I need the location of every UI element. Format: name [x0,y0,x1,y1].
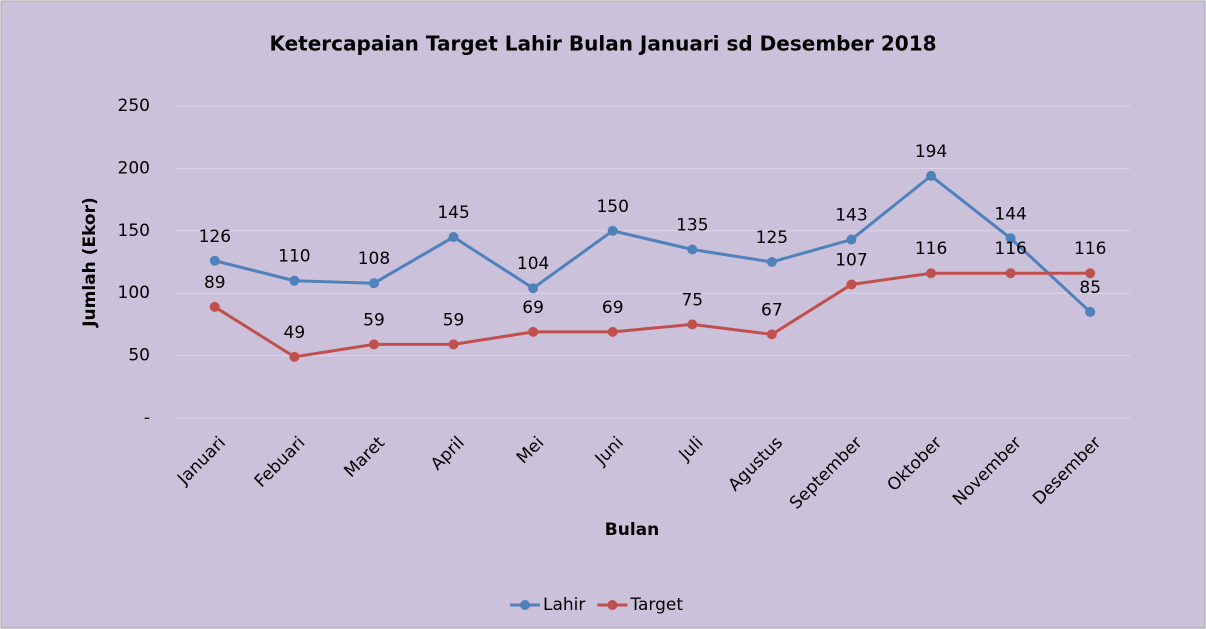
y-tick-label: 250 [118,96,150,116]
data-label: 116 [915,239,947,259]
x-axis-label: Bulan [605,520,659,540]
data-label: 110 [278,247,310,267]
data-label: 108 [358,249,390,269]
data-label: 126 [199,227,231,247]
data-point [448,339,459,350]
y-tick-label: - [144,408,150,428]
y-tick-label: 200 [118,158,150,178]
y-tick-label: 150 [118,221,150,241]
data-point [448,232,459,243]
data-label: 125 [756,228,788,248]
data-point [766,257,777,267]
data-point [368,278,379,289]
series-line [213,271,1091,359]
data-point [687,244,698,255]
data-point [1085,306,1096,317]
chart-title: Ketercapaian Target Lahir Bulan Januari … [269,32,936,56]
data-point [289,275,300,286]
data-label: 75 [681,290,703,310]
data-label: 143 [835,206,867,226]
data-point [846,279,857,290]
series-line [214,173,1092,314]
legend-label: Lahir [543,595,585,615]
data-point [926,268,937,279]
data-label: 194 [915,142,947,162]
data-label: 59 [443,310,465,330]
data-label: 145 [437,203,469,223]
data-point [687,319,698,330]
data-point [209,301,220,312]
legend-label: Target [629,595,683,615]
data-label: 116 [994,239,1026,259]
data-label: 150 [596,197,628,217]
data-point [209,255,220,266]
data-point [528,326,539,337]
data-label: 49 [284,323,306,343]
y-axis-label: Jumlah (Ekor) [80,197,100,328]
data-point [528,283,539,294]
legend-marker [607,600,618,610]
data-point [368,339,379,350]
data-label: 85 [1079,278,1101,298]
data-label: 104 [517,254,549,274]
data-point [1005,268,1016,279]
data-label: 59 [363,310,385,330]
data-label: 69 [602,298,624,318]
data-point [607,326,618,337]
legend-marker [520,600,530,610]
data-label: 67 [761,300,783,320]
data-point [289,351,300,362]
data-label: 135 [676,216,708,236]
data-point [846,234,857,245]
data-label: 69 [522,298,544,318]
data-point [607,225,618,236]
data-label: 107 [835,250,867,270]
data-point [1085,268,1096,279]
y-tick-label: 50 [128,346,150,366]
data-label: 89 [204,273,226,293]
y-tick-label: 100 [118,283,150,303]
data-point [1005,233,1016,244]
data-label: 116 [1074,239,1106,259]
data-label: 144 [994,204,1026,224]
data-point [926,170,937,181]
data-point [766,329,777,340]
